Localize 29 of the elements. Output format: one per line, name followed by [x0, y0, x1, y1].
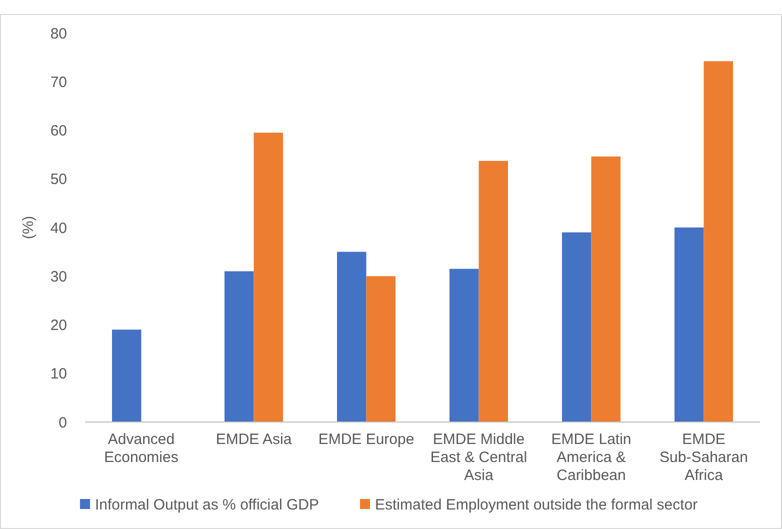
y-tick-label: 60: [50, 122, 67, 140]
bar: [337, 252, 366, 422]
bar: [366, 276, 396, 422]
bar: [674, 228, 704, 422]
bar: [450, 268, 479, 422]
x-tick-label: EMDE Middle East & Central Asia: [430, 431, 528, 484]
bar: [591, 156, 620, 422]
legend-label: Estimated Employment outside the formal sector: [375, 496, 698, 514]
y-tick-label: 50: [50, 171, 67, 188]
x-tick-label: Advanced Economies: [104, 431, 178, 466]
x-tick-label: EMDE Latin America & Caribbean: [551, 431, 632, 484]
x-tick-label: EMDE Sub-Saharan Africa: [660, 431, 748, 484]
x-tick-label: EMDE Asia: [216, 431, 292, 448]
y-tick-label: 20: [50, 317, 67, 334]
legend-label: Informal Output as % official GDP: [95, 496, 319, 514]
bar: [254, 132, 283, 422]
y-tick-label: 10: [50, 366, 67, 383]
bar: [562, 232, 592, 422]
y-tick-label: 70: [50, 74, 67, 91]
y-tick-label: 40: [50, 220, 67, 237]
bar: [112, 330, 142, 422]
bar: [478, 160, 508, 422]
y-tick-label: 30: [50, 268, 67, 286]
y-tick-label: 80: [50, 25, 67, 42]
y-tick-label: 0: [58, 414, 67, 432]
x-tick-label: EMDE Europe: [318, 431, 414, 448]
bar: [224, 271, 254, 422]
y-axis-title: (%): [20, 216, 37, 240]
bar: [704, 61, 733, 422]
